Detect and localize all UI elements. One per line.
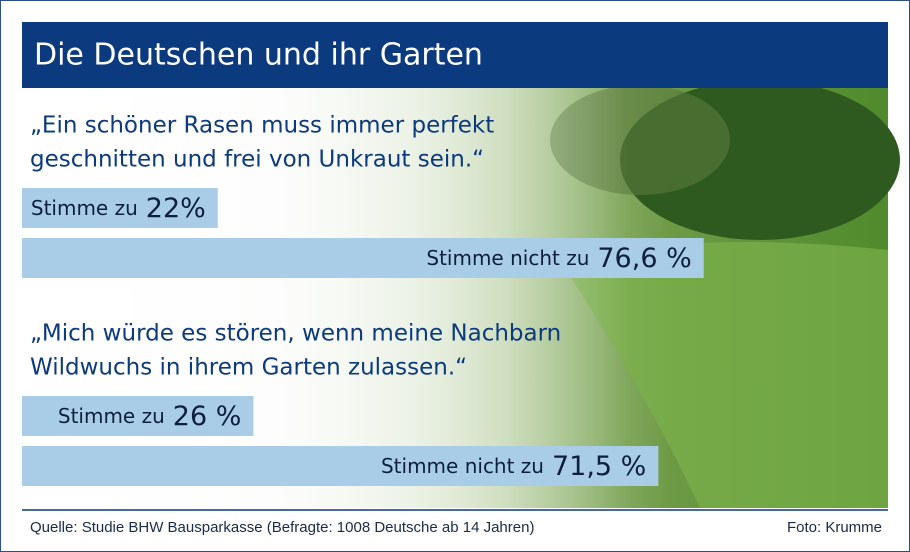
bar-label: Stimme nicht zu 76,6 %	[426, 243, 691, 274]
bar	[22, 238, 704, 278]
question: „Ein schöner Rasen muss immer perfekt	[30, 113, 494, 139]
value-label: 22%	[146, 193, 206, 224]
question: geschnitten und frei von Unkraut sein.“	[30, 147, 484, 173]
title: Die Deutschen und ihr Garten	[34, 38, 483, 73]
credit: Foto: Krumme	[787, 519, 882, 536]
source: Quelle: Studie BHW Bausparkasse (Befragt…	[30, 519, 534, 536]
category: Stimme zu	[58, 404, 165, 428]
bar	[22, 446, 659, 486]
photo-fade	[22, 88, 888, 508]
category: Stimme nicht zu	[381, 454, 544, 478]
value-label: 76,6 %	[597, 243, 691, 274]
value-label: 26 %	[173, 401, 242, 432]
bar-label: Stimme nicht zu 71,5 %	[381, 451, 646, 482]
bar-label: Stimme zu 22%	[31, 193, 206, 224]
question: „Mich würde es stören, wenn meine Nachba…	[30, 321, 561, 347]
category: Stimme nicht zu	[426, 246, 589, 270]
question: Wildwuchs in ihrem Garten zulassen.“	[30, 355, 467, 381]
category: Stimme zu	[31, 196, 138, 220]
bar	[22, 188, 218, 228]
value-label: 71,5 %	[552, 451, 646, 482]
bar-label: Stimme zu 26 %	[58, 401, 242, 432]
title-bar	[22, 22, 888, 88]
bar	[22, 396, 254, 436]
